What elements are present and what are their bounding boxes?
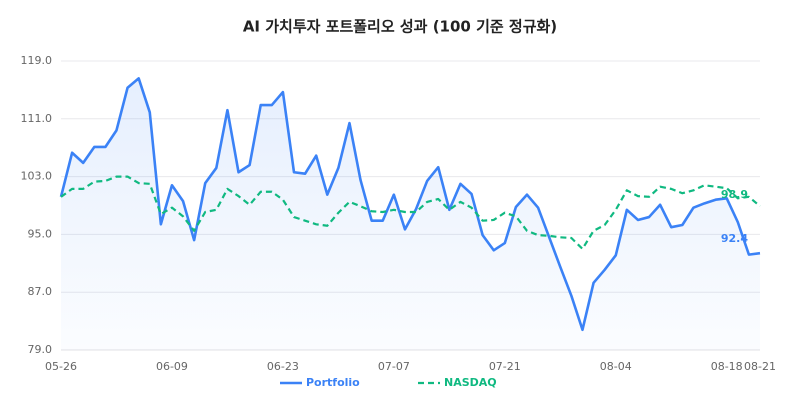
y-tick-label: 111.0 [21,112,53,125]
line [59,77,761,332]
area [61,78,760,350]
x-tick-label: 06-23 [267,360,299,373]
value-label: 98.9 [721,188,748,201]
y-tick-label: 95.0 [28,227,53,240]
x-tick-label: 07-07 [378,360,410,373]
legend-label: Portfolio [306,376,360,389]
line [60,175,761,250]
x-tick-label: 06-09 [156,360,188,373]
y-tick-label: 103.0 [21,170,53,183]
value-label: 92.4 [721,232,748,245]
x-tick-label: 07-21 [489,360,521,373]
y-tick-label: 79.0 [28,343,53,356]
x-tick-label: 08-21 [744,360,776,373]
x-tick-label: 05-26 [45,360,77,373]
legend-label: NASDAQ [444,376,497,389]
y-tick-label: 87.0 [28,285,53,298]
y-tick-label: 119.0 [21,54,53,67]
chart-title: AI 가치투자 포트폴리오 성과 (100 기준 정규화) [243,18,557,36]
x-tick-label: 08-18 [711,360,743,373]
x-tick-label: 08-04 [600,360,632,373]
